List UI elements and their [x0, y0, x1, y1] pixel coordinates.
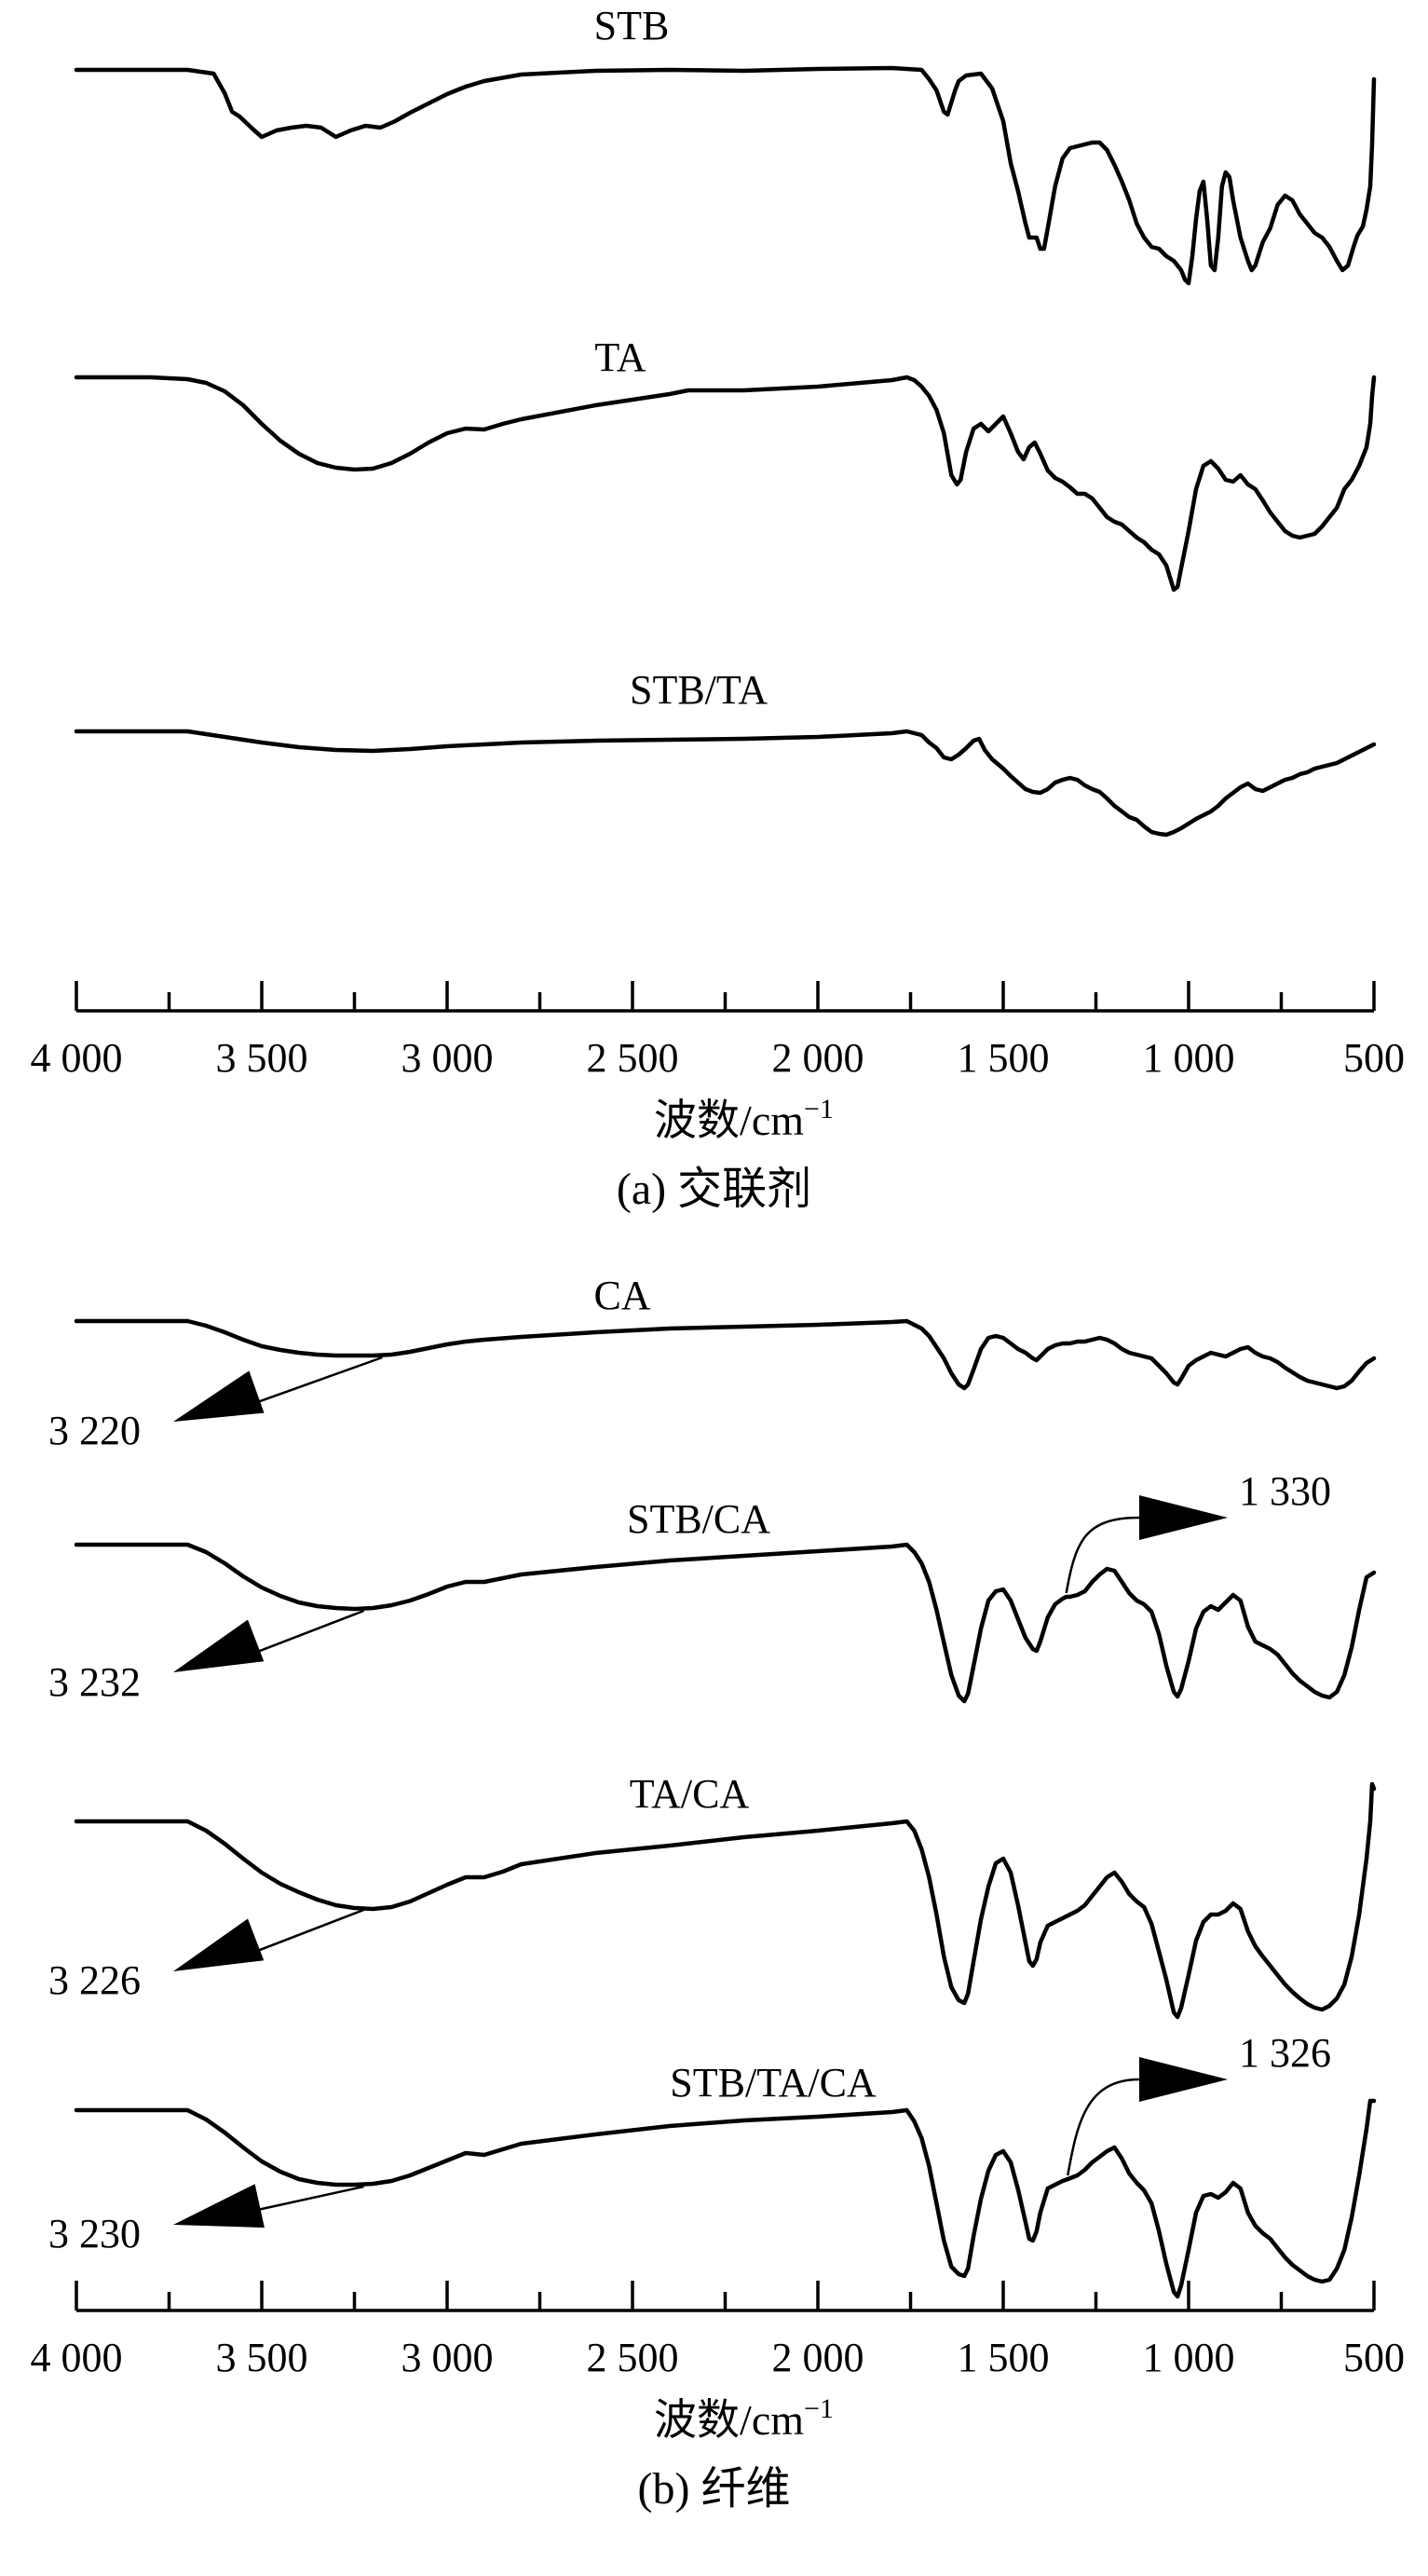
annotation-label: 3 230: [48, 2211, 141, 2256]
peak-annotation: 1 330: [1065, 1468, 1331, 1594]
annotation-arrowhead: [1139, 2057, 1228, 2102]
annotation-leader-line: [1065, 1516, 1140, 1594]
peak-annotation: 1 326: [1067, 2030, 1331, 2176]
x-tick-label: 2 500: [587, 1035, 679, 1081]
series-line-ta: [74, 375, 1377, 593]
x-tick-label: 1 500: [958, 2335, 1050, 2380]
x-tick-label: 2 000: [772, 2335, 864, 2380]
annotation-label: 3 232: [48, 1659, 141, 1705]
annotation-arrowhead: [173, 1918, 265, 1971]
x-tick-label: 500: [1343, 2335, 1405, 2380]
series-label-ta-ca: TA/CA: [630, 1771, 750, 1817]
series-label-ca: CA: [593, 1273, 650, 1318]
x-axis-label: 波数/cm−1: [654, 1094, 834, 1144]
series-line-stb-ca: [74, 1542, 1377, 1704]
annotation-arrowhead: [173, 1370, 265, 1422]
series-line-stb-ta: [74, 729, 1377, 838]
series-line-ca: [74, 1318, 1377, 1391]
panel-caption: (b) 纤维: [638, 2464, 791, 2514]
peak-annotation: 3 230: [48, 2184, 364, 2256]
x-tick-label: 500: [1343, 1035, 1405, 1081]
annotation-leader-line: [1067, 2078, 1140, 2176]
x-tick-label: 1 000: [1143, 1035, 1235, 1081]
annotation-label: 3 220: [48, 1408, 141, 1453]
annotation-arrowhead: [1139, 1495, 1228, 1540]
annotation-label: 1 326: [1239, 2030, 1331, 2076]
series-label-ta: TA: [594, 334, 646, 380]
peak-annotation: 3 226: [48, 1908, 364, 2003]
x-tick-label: 3 500: [216, 2335, 308, 2380]
annotation-label: 3 226: [48, 1957, 141, 2003]
panel-a: STB TA STB/TA 4 000 3 500 3 000 2 500 2 000 1 50…: [31, 3, 1406, 1214]
series-line-stb: [74, 65, 1377, 286]
x-tick-label: 4 000: [31, 2335, 123, 2380]
peak-annotation: 3 220: [48, 1356, 383, 1453]
peak-annotation: 3 232: [48, 1609, 364, 1705]
annotation-arrowhead: [173, 2184, 265, 2228]
annotation-arrowhead: [173, 1619, 265, 1672]
series-label-stb-ta-ca: STB/TA/CA: [670, 2060, 877, 2106]
panel-b: CA STB/CA TA/CA STB/TA/CA 4 000 3 500 3 000 2 5…: [31, 1273, 1406, 2514]
series-line-stb-ta-ca: [74, 2098, 1377, 2299]
x-tick-label: 3 500: [216, 1035, 308, 1081]
series-line-ta-ca: [74, 1781, 1377, 2020]
series-label-stb-ta: STB/TA: [630, 667, 768, 713]
x-tick-label: 3 000: [401, 2335, 494, 2380]
x-tick-label: 1 500: [958, 1035, 1050, 1081]
x-axis-label: 波数/cm−1: [654, 2393, 834, 2444]
x-tick-label: 1 000: [1143, 2335, 1235, 2380]
annotation-label: 1 330: [1239, 1468, 1331, 1514]
panel-caption: (a) 交联剂: [617, 1165, 811, 1214]
x-tick-label: 3 000: [401, 1035, 494, 1081]
series-label-stb-ca: STB/CA: [627, 1496, 770, 1542]
x-tick-label: 2 000: [772, 1035, 864, 1081]
x-tick-label: 2 500: [587, 2335, 679, 2380]
x-tick-label: 4 000: [31, 1035, 123, 1081]
series-label-stb: STB: [594, 3, 670, 48]
